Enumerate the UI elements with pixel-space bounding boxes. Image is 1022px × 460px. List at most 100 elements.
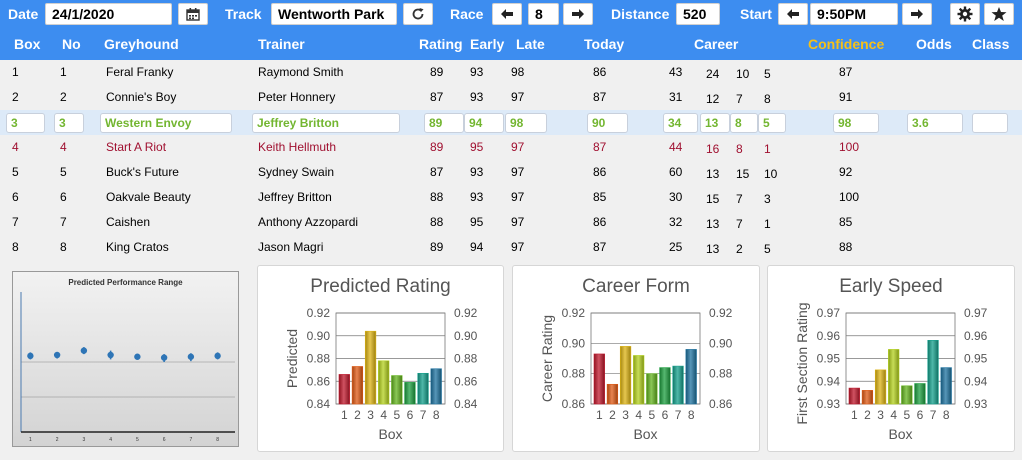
table-header: Box No Greyhound Trainer Rating Early La… [0,30,1022,60]
cell-odds[interactable]: 3.6 [907,113,963,133]
cell-early: 95 [470,140,484,154]
bar [874,369,887,405]
header-confidence[interactable]: Confidence [808,36,885,52]
cell-career-thirds[interactable]: 5 [758,113,786,133]
cell-rating[interactable]: 89 [424,113,464,133]
header-trainer[interactable]: Trainer [258,36,305,52]
cell-confidence: 85 [839,215,853,229]
table-row[interactable]: 8 8 King Cratos Jason Magri 89 94 97 87 25 13 2 5 88 [0,235,1022,260]
header-early[interactable]: Early [470,36,505,52]
career-form-chart: 0.92 0.92 0.90 0.90 0.88 0.88 0.86 0.86 1 2 3 4 5 6 7 8… [539,306,733,442]
cell-career-starts[interactable]: 34 [663,113,698,133]
favorite-button[interactable] [984,3,1014,25]
race-previous-button[interactable] [492,3,522,25]
calendar-button[interactable] [178,3,208,25]
data-point [160,354,168,361]
cell-late[interactable]: 98 [505,113,547,133]
start-next-button[interactable] [902,3,932,25]
y-tick-label-left: 0.86 [307,374,331,388]
y-tick-label-right: 0.86 [454,374,478,388]
distance-field[interactable]: 520 [676,3,720,25]
table-row[interactable]: 4 4 Start A Riot Keith Hellmuth 89 95 97 87 44 16… [0,135,1022,160]
y-tick-label-left: 0.90 [562,336,586,350]
y-tick-label-right: 0.95 [964,352,988,366]
cell-confidence: 100 [839,190,860,204]
cell-career-wins: 24 [706,67,720,81]
y-tick-label-right: 0.84 [454,397,478,411]
header-career[interactable]: Career [694,36,739,52]
x-tick-label: 3 [877,408,884,422]
cell-greyhound[interactable]: Western Envoy [100,113,232,133]
header-rating[interactable]: Rating [419,36,463,52]
cell-career-wins[interactable]: 13 [700,113,730,133]
refresh-button[interactable] [403,3,433,25]
cell-trainer[interactable]: Jeffrey Britton [252,113,400,133]
cell-no: 1 [60,65,67,79]
x-tick-label: 4 [380,408,387,422]
cell-career-thirds: 8 [764,92,771,106]
tick-label: 5 [136,437,139,443]
race-label: Race [450,6,484,22]
cell-late: 97 [511,165,525,179]
header-no[interactable]: No [62,36,81,52]
cell-today: 87 [593,240,607,254]
data-point [187,353,195,360]
table-row[interactable]: 3 3 Western Envoy Jeffrey Britton 89 94 98 90 34… [0,110,1022,135]
cell-career-starts: 32 [669,215,683,229]
cell-confidence[interactable]: 98 [833,113,879,133]
header-greyhound[interactable]: Greyhound [104,36,179,52]
cell-career-wins: 16 [706,142,720,156]
table-row[interactable]: 6 6 Oakvale Beauty Jeffrey Britton 88 93 97 85 3… [0,185,1022,210]
bar [417,372,429,405]
cell-class[interactable] [972,113,1008,133]
y-tick-label-left: 0.90 [307,329,331,343]
settings-button[interactable] [950,3,980,25]
header-late[interactable]: Late [516,36,545,52]
header-class[interactable]: Class [972,36,1010,52]
date-field[interactable]: 24/1/2020 [45,3,172,25]
x-tick-label: 6 [407,408,414,422]
start-time-field[interactable]: 9:50PM [810,3,898,25]
bar [861,390,874,405]
cell-career-seconds: 10 [736,67,750,81]
cell-career-wins: 13 [706,217,720,231]
x-tick-label: 7 [675,408,682,422]
predicted-rating-panel: Predicted Rating 0.92 0.92 0.90 0.90 0.88 0.8… [257,265,504,452]
table-row[interactable]: 2 2 Connie's Boy Peter Honnery 87 93 97 87 31 12 7… [0,85,1022,110]
cell-box: 5 [12,165,19,179]
cell-box[interactable]: 3 [6,113,45,133]
bar [338,374,350,405]
table-row[interactable]: 1 1 Feral Franky Raymond Smith 89 93 98 86 43 24 1… [0,60,1022,85]
cell-career-seconds[interactable]: 8 [730,113,758,133]
cell-confidence: 91 [839,90,853,104]
cell-early[interactable]: 94 [464,113,504,133]
cell-early: 95 [470,215,484,229]
race-next-button[interactable] [563,3,593,25]
cell-late: 97 [511,90,525,104]
cell-career-seconds: 8 [736,142,743,156]
cell-confidence: 100 [839,140,860,154]
cell-rating: 89 [430,65,444,79]
track-select[interactable]: Wentworth Park [271,3,397,25]
cell-late: 98 [511,65,525,79]
cell-career-starts: 60 [669,165,683,179]
table-row[interactable]: 7 7 Caishen Anthony Azzopardi 88 95 97 86 32 13 7 1… [0,210,1022,235]
cell-today: 86 [593,65,607,79]
y-tick-label-right: 0.90 [709,336,733,350]
header-today[interactable]: Today [584,36,625,52]
cell-no: 7 [60,215,67,229]
y-tick-label-right: 0.88 [454,352,478,366]
performance-range-plot: 1 2 3 4 5 6 7 8 [20,292,235,443]
start-previous-button[interactable] [778,3,808,25]
distance-label: Distance [611,6,670,22]
cell-confidence: 92 [839,165,853,179]
cell-career-starts: 44 [669,140,683,154]
table-row[interactable]: 5 5 Buck's Future Sydney Swain 87 93 97 86 60 13 1… [0,160,1022,185]
race-number-field[interactable]: 8 [528,3,559,25]
cell-box: 7 [12,215,19,229]
x-tick-label: 8 [433,408,440,422]
header-odds[interactable]: Odds [916,36,952,52]
header-box[interactable]: Box [14,36,41,52]
cell-today[interactable]: 90 [587,113,628,133]
cell-no[interactable]: 3 [54,113,84,133]
